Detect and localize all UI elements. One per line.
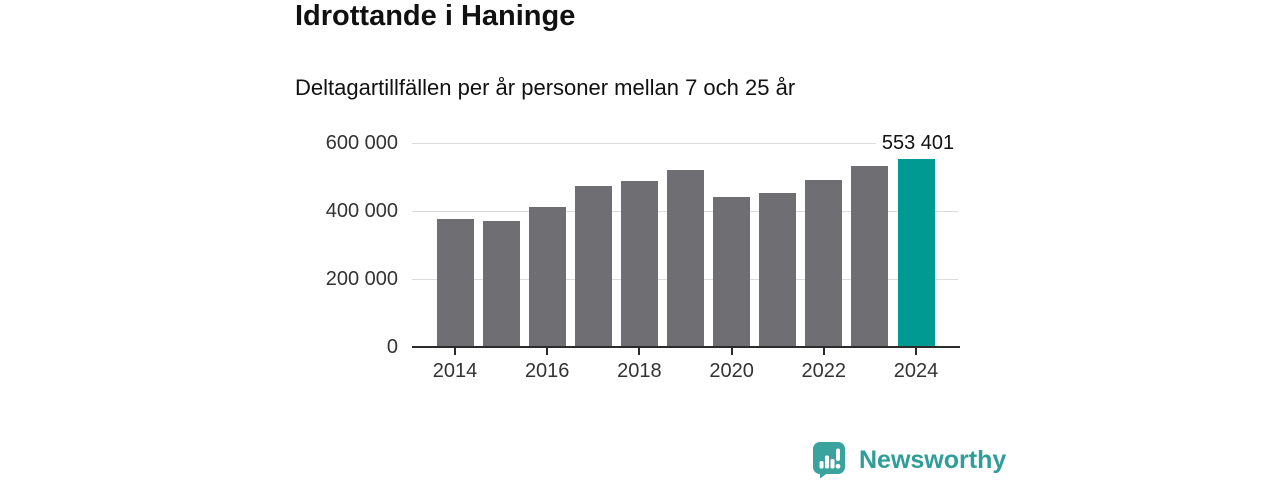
x-axis-tick-2024 xyxy=(915,348,917,355)
y-axis-label: 200 000 xyxy=(325,268,398,291)
x-axis-label: 2020 xyxy=(709,360,754,382)
bar-2017 xyxy=(574,186,612,347)
bar-2019 xyxy=(667,169,704,347)
y-axis-label: 400 000 xyxy=(325,200,398,223)
x-axis-tick-2016 xyxy=(546,348,549,355)
x-axis-tick-2018 xyxy=(638,348,641,355)
bar-2024 xyxy=(897,159,935,347)
newsworthy-logo-icon xyxy=(813,442,845,479)
x-axis-label: 2022 xyxy=(801,360,847,382)
x-axis-tick-2020 xyxy=(730,348,733,355)
chart-title: Idrottande i Haninge xyxy=(295,0,576,32)
bar-2018 xyxy=(620,181,658,347)
gridline-600000 xyxy=(412,142,958,144)
bar-2020 xyxy=(713,197,751,347)
y-axis-label: 0 xyxy=(386,336,398,358)
chart-subtitle: Deltagartillfällen per år personer mella… xyxy=(295,75,796,100)
brand-name: Newsworthy xyxy=(859,446,1007,474)
x-axis-label: 2018 xyxy=(617,360,662,382)
bar-2021 xyxy=(759,193,797,347)
bar-2016 xyxy=(528,207,566,347)
brand-footer: Newsworthy xyxy=(812,441,1006,479)
x-axis-tick-2022 xyxy=(822,348,825,355)
bar-2014 xyxy=(436,218,474,347)
bar-2022 xyxy=(805,179,843,347)
y-axis-label: 600 000 xyxy=(325,132,398,155)
bar-2015 xyxy=(482,221,520,347)
highlight-value-label: 553 401 xyxy=(875,130,961,156)
x-axis-line xyxy=(412,346,960,348)
bar-2023 xyxy=(851,166,889,347)
x-axis-tick-2014 xyxy=(454,348,456,355)
x-axis-label: 2024 xyxy=(893,360,939,382)
x-axis-label: 2016 xyxy=(524,360,570,382)
x-axis-label: 2014 xyxy=(432,360,478,382)
